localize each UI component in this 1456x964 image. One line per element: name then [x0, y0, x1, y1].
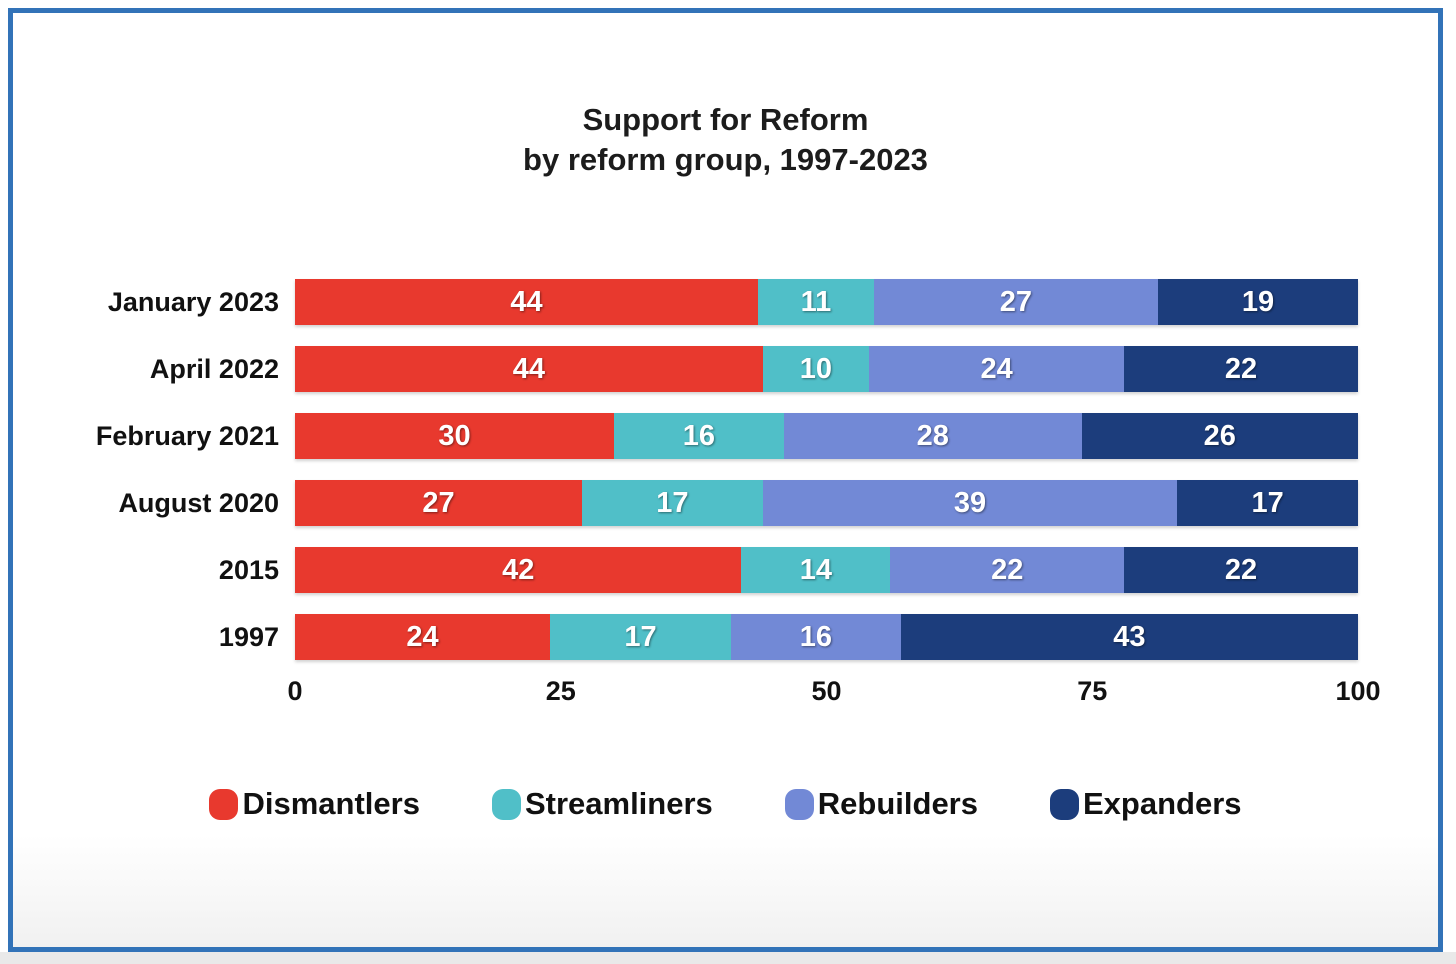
- legend-item-expanders: Expanders: [1050, 786, 1242, 822]
- bar-segment-expanders: 26: [1081, 413, 1358, 460]
- bar-segment-dismantlers: 27: [295, 480, 582, 527]
- chart-frame: Support for Reform by reform group, 1997…: [8, 8, 1443, 952]
- legend-label: Rebuilders: [817, 786, 978, 822]
- bar-segment-expanders: 22: [1124, 547, 1358, 594]
- bar-segment-streamliners: 16: [613, 413, 784, 460]
- x-axis-tick: 0: [287, 676, 303, 707]
- legend-item-rebuilders: Rebuilders: [784, 786, 978, 822]
- chart-title: Support for Reform by reform group, 1997…: [13, 13, 1438, 179]
- bar-segment-dismantlers: 24: [295, 614, 551, 661]
- bar-track: 44 11 27 19: [295, 279, 1358, 326]
- segment-value: 42: [502, 553, 535, 586]
- bar-segment-dismantlers: 30: [295, 413, 614, 460]
- legend-item-streamliners: Streamliners: [491, 786, 713, 822]
- page-bottom-strip: [0, 952, 1456, 964]
- segment-value: 16: [682, 419, 716, 452]
- x-axis: 0 25 50 75 100: [287, 676, 1380, 710]
- bar-segment-streamliners: 17: [550, 614, 731, 661]
- segment-value: 28: [916, 419, 949, 452]
- legend-label: Dismantlers: [242, 786, 420, 822]
- chart: Support for Reform by reform group, 1997…: [13, 13, 1438, 947]
- bar-track: 42 14 22 22: [295, 547, 1358, 594]
- legend-item-dismantlers: Dismantlers: [209, 786, 420, 822]
- bar-segment-dismantlers: 44: [295, 279, 759, 326]
- legend-label: Expanders: [1083, 786, 1242, 822]
- row-label: January 2023: [107, 286, 279, 317]
- bar-segment-expanders: 19: [1158, 279, 1358, 326]
- bar-segment-rebuilders: 39: [762, 480, 1178, 527]
- bar-segment-rebuilders: 27: [873, 279, 1158, 326]
- segment-value: 22: [1224, 553, 1258, 586]
- bar-segment-expanders: 22: [1124, 346, 1358, 393]
- bar-track: 24 17 16 43: [295, 614, 1358, 661]
- bar-segment-rebuilders: 28: [783, 413, 1082, 460]
- segment-value: 11: [800, 285, 832, 318]
- row-label: 2015: [218, 554, 279, 585]
- segment-value: 44: [510, 285, 543, 318]
- bar-row: April 2022 44 10 24 22: [13, 346, 1438, 393]
- segment-value: 39: [953, 486, 987, 519]
- legend: Dismantlers Streamliners Rebuilders Expande…: [13, 786, 1438, 822]
- legend-marker-icon: [491, 788, 521, 820]
- bar-row: 2015 42 14 22 22: [13, 547, 1438, 594]
- segment-value: 17: [624, 620, 657, 653]
- bar-segment-rebuilders: 16: [730, 614, 901, 661]
- x-axis-tick: 25: [545, 676, 576, 707]
- segment-value: 44: [512, 352, 545, 385]
- bar-row: 1997 24 17 16 43: [13, 614, 1438, 661]
- legend-marker-icon: [209, 788, 239, 820]
- segment-value: 22: [1224, 352, 1258, 385]
- segment-value: 43: [1113, 620, 1146, 653]
- bar-track: 30 16 28 26: [295, 413, 1358, 460]
- segment-value: 27: [999, 285, 1033, 318]
- bar-segment-dismantlers: 44: [295, 346, 763, 393]
- bar-segment-streamliners: 14: [741, 547, 891, 594]
- segment-value: 19: [1241, 285, 1275, 318]
- bar-segment-streamliners: 11: [758, 279, 874, 326]
- x-axis-tick: 100: [1335, 676, 1381, 707]
- row-label: February 2021: [95, 420, 279, 451]
- legend-marker-icon: [784, 788, 814, 820]
- bar-track: 27 17 39 17: [295, 480, 1358, 527]
- bars: January 2023 44 11 27 19 April 2022 44 10 24 22 Fe…: [13, 279, 1438, 661]
- x-axis-tick: 75: [1077, 676, 1108, 707]
- segment-value: 27: [422, 486, 455, 519]
- segment-value: 24: [980, 352, 1013, 385]
- bar-row: August 2020 27 17 39 17: [13, 480, 1438, 527]
- segment-value: 14: [799, 553, 832, 586]
- bar-row: February 2021 30 16 28 26: [13, 413, 1438, 460]
- chart-title-line1: Support for Reform: [582, 102, 869, 137]
- bar-segment-expanders: 17: [1177, 480, 1358, 527]
- segment-value: 17: [656, 486, 689, 519]
- segment-value: 26: [1203, 419, 1236, 452]
- bar-segment-expanders: 43: [900, 614, 1358, 661]
- bar-segment-rebuilders: 24: [869, 346, 1125, 393]
- bar-row: January 2023 44 11 27 19: [13, 279, 1438, 326]
- legend-label: Streamliners: [524, 786, 713, 822]
- bar-segment-rebuilders: 22: [890, 547, 1125, 594]
- legend-marker-icon: [1050, 788, 1079, 820]
- bar-segment-streamliners: 17: [582, 480, 763, 527]
- row-label: August 2020: [118, 487, 279, 518]
- segment-value: 22: [991, 553, 1024, 586]
- chart-title-line2: by reform group, 1997-2023: [523, 141, 928, 177]
- segment-value: 24: [406, 620, 439, 653]
- segment-value: 10: [799, 352, 832, 385]
- x-axis-tick: 50: [811, 676, 842, 707]
- segment-value: 16: [799, 620, 832, 653]
- bar-segment-streamliners: 10: [762, 346, 870, 393]
- row-label: 1997: [218, 621, 279, 652]
- bar-track: 44 10 24 22: [295, 346, 1358, 393]
- segment-value: 17: [1251, 486, 1284, 519]
- bar-segment-dismantlers: 42: [295, 547, 742, 594]
- segment-value: 30: [438, 419, 471, 452]
- row-label: April 2022: [149, 353, 279, 384]
